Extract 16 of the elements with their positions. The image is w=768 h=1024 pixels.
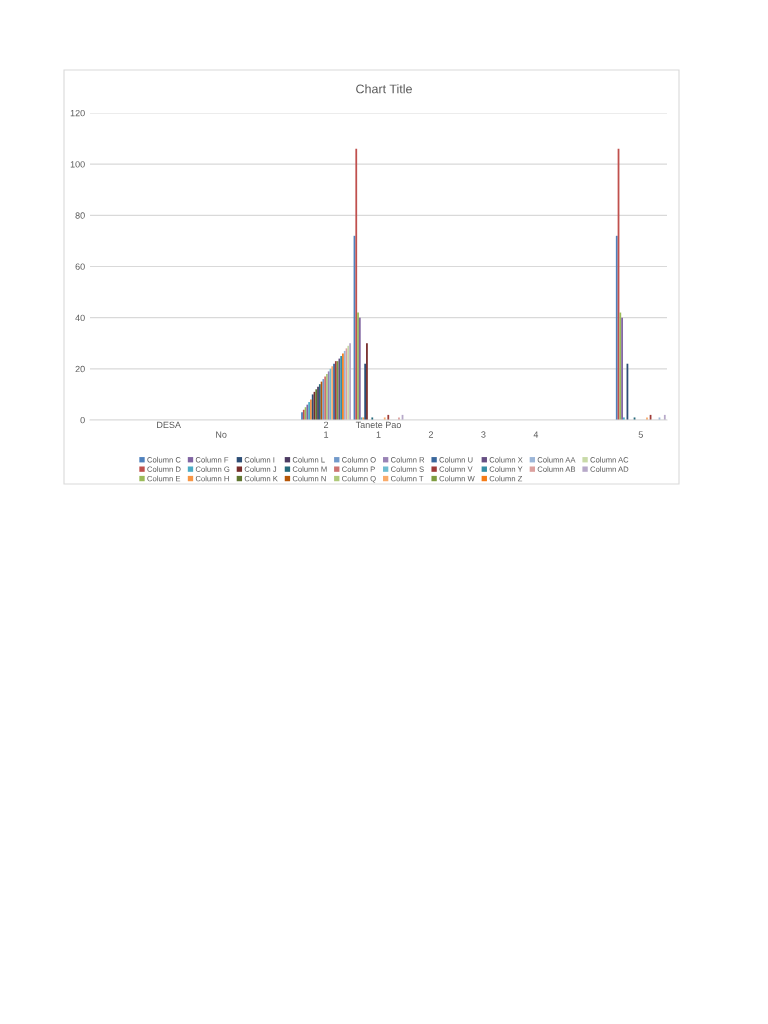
y-tick-label: 100 (70, 161, 85, 168)
x-tick-label: 3 (481, 431, 486, 438)
x-tick-label: 2 1 (323, 421, 329, 438)
y-tick-label: 120 (70, 109, 85, 117)
x-tick-label: No (216, 431, 227, 438)
chart-title: Chart Title (356, 84, 412, 94)
y-tick-label: 20 (75, 365, 85, 373)
x-tick-label: 2 (428, 431, 434, 438)
x-tick-label: Tanete Pao 1 (355, 421, 401, 438)
x-tick-label: 5 (638, 431, 643, 438)
x-tick-label: DESA (157, 421, 181, 429)
y-tick-label: 0 (80, 416, 85, 424)
y-tick-label: 80 (75, 212, 85, 219)
y-tick-label: 60 (75, 263, 85, 270)
y-tick-label: 40 (75, 314, 85, 322)
x-tick-label: 4 (533, 431, 539, 438)
